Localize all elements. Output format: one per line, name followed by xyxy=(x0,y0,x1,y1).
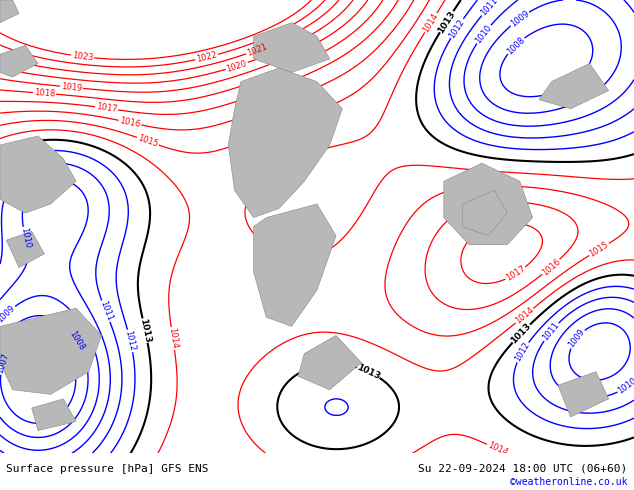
Text: 1012: 1012 xyxy=(124,330,137,352)
Text: Su 22-09-2024 18:00 UTC (06+60): Su 22-09-2024 18:00 UTC (06+60) xyxy=(418,464,628,473)
Polygon shape xyxy=(254,23,330,73)
Text: 1008: 1008 xyxy=(505,35,526,56)
Text: 1010: 1010 xyxy=(616,376,634,396)
Polygon shape xyxy=(0,0,19,23)
Polygon shape xyxy=(463,190,507,236)
Polygon shape xyxy=(558,371,609,417)
Polygon shape xyxy=(32,399,76,431)
Text: 1023: 1023 xyxy=(72,51,94,62)
Text: 1017: 1017 xyxy=(95,102,117,114)
Text: 1012: 1012 xyxy=(448,17,467,40)
Polygon shape xyxy=(228,68,342,218)
Text: 1015: 1015 xyxy=(588,240,611,259)
Text: 1013: 1013 xyxy=(138,318,152,343)
Polygon shape xyxy=(0,136,76,213)
Text: 1013: 1013 xyxy=(436,9,457,35)
Text: 1009: 1009 xyxy=(0,303,17,324)
Text: 1020: 1020 xyxy=(226,58,248,74)
Text: 1011: 1011 xyxy=(541,321,561,343)
Text: 1013: 1013 xyxy=(356,363,382,381)
Text: 1019: 1019 xyxy=(61,82,82,93)
Text: 1022: 1022 xyxy=(195,50,218,64)
Text: 1014: 1014 xyxy=(486,441,508,458)
Text: 1010: 1010 xyxy=(474,23,493,45)
Text: 1014: 1014 xyxy=(422,11,440,34)
Text: 1012: 1012 xyxy=(513,341,531,364)
Polygon shape xyxy=(298,335,361,390)
Text: 1011: 1011 xyxy=(479,0,500,18)
Text: ©weatheronline.co.uk: ©weatheronline.co.uk xyxy=(510,477,628,487)
Text: 1013: 1013 xyxy=(509,321,533,345)
Polygon shape xyxy=(539,63,609,109)
Polygon shape xyxy=(0,46,38,77)
Text: 1011: 1011 xyxy=(98,300,113,323)
Polygon shape xyxy=(444,163,533,245)
Text: 1007: 1007 xyxy=(0,352,11,375)
Text: 1016: 1016 xyxy=(119,116,141,129)
Polygon shape xyxy=(6,231,44,268)
Text: 1018: 1018 xyxy=(34,88,55,98)
Text: 1021: 1021 xyxy=(245,42,268,58)
Text: 1009: 1009 xyxy=(508,9,531,28)
Polygon shape xyxy=(0,308,101,394)
Polygon shape xyxy=(254,204,336,326)
Text: 1014: 1014 xyxy=(514,306,535,326)
Text: 1008: 1008 xyxy=(68,329,86,352)
Text: 1010: 1010 xyxy=(19,227,32,249)
Text: 1009: 1009 xyxy=(567,327,586,349)
Text: 1014: 1014 xyxy=(167,327,179,349)
Text: Surface pressure [hPa] GFS ENS: Surface pressure [hPa] GFS ENS xyxy=(6,464,209,473)
Text: 1015: 1015 xyxy=(136,133,159,149)
Text: 1016: 1016 xyxy=(540,257,562,277)
Text: 1017: 1017 xyxy=(505,265,527,283)
